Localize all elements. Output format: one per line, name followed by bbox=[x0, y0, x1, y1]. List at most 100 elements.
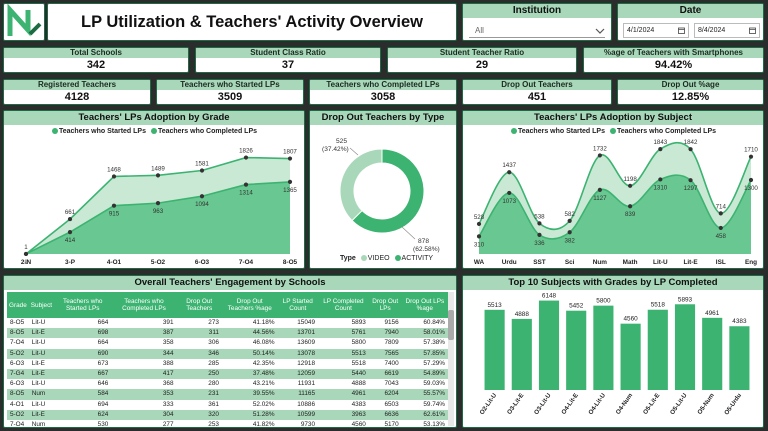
table-header-cell[interactable]: LP Completed Count bbox=[318, 292, 369, 318]
table-header-cell[interactable]: Drop Out LPs %age bbox=[401, 292, 448, 318]
data-label: 1 bbox=[24, 259, 28, 266]
date-end-input[interactable]: 8/4/2024 bbox=[694, 23, 760, 38]
data-label: 538 bbox=[534, 213, 545, 220]
data-label: 1127 bbox=[593, 195, 607, 202]
table-cell: Num bbox=[31, 420, 46, 428]
table-cell: 624 bbox=[54, 409, 112, 420]
data-label: 1094 bbox=[195, 201, 209, 208]
subject-chart-title: Teachers' LPs Adoption by Subject bbox=[463, 111, 763, 125]
x-tick-label: O4-Lit-E bbox=[560, 392, 580, 416]
data-point bbox=[507, 190, 512, 196]
engagement-table-card: Overall Teachers' Engagement by Schools … bbox=[3, 275, 457, 428]
table-cell: 55.57% bbox=[401, 389, 448, 400]
data-point bbox=[628, 204, 633, 209]
data-label: 1198 bbox=[623, 176, 637, 183]
bar-value-label: 5800 bbox=[596, 298, 611, 305]
date-start-input[interactable]: 4/1/2024 bbox=[623, 23, 689, 38]
table-header-cell[interactable]: Teachers who Completed LPs bbox=[111, 292, 177, 318]
data-point bbox=[597, 187, 602, 192]
table-row[interactable]: 7-G4 Lit-E 667 417 250 37.48% 12059 5440 6619 54.… bbox=[7, 368, 448, 380]
x-tick-label: Num bbox=[593, 259, 608, 266]
table-header-row: Grade Subject Teachers who Started LPs Teac… bbox=[7, 292, 448, 318]
chevron-down-icon bbox=[595, 28, 605, 34]
data-label: 1843 bbox=[653, 139, 667, 146]
table-cell: 5513 bbox=[318, 348, 369, 359]
x-tick-label: 2-N bbox=[21, 259, 32, 266]
table-row[interactable]: 5-O2 Lit-U 690 344 346 50.14% 13078 5513 7565 57.… bbox=[7, 348, 448, 359]
bar-value-label: 5518 bbox=[651, 302, 666, 309]
data-point bbox=[199, 168, 205, 173]
x-tick-label: O3-Lit-U bbox=[533, 392, 553, 416]
table-cell: 346 bbox=[176, 348, 222, 359]
x-tick-label: Urdu bbox=[502, 259, 517, 266]
x-tick-label: O2-Lit-U bbox=[479, 392, 499, 416]
bar bbox=[647, 309, 668, 390]
slice-label-video-value: 525 bbox=[336, 138, 347, 145]
table-cell: Lit-U bbox=[31, 319, 46, 327]
kpi-value: 4128 bbox=[64, 91, 90, 103]
data-label: 458 bbox=[716, 233, 727, 240]
table-scroll-area[interactable]: Grade Subject Teachers who Started LPs Teac… bbox=[7, 292, 448, 428]
table-row[interactable]: 4-O1 Lit-U 694 333 361 52.02% 10886 4383 6503 59.… bbox=[7, 400, 448, 410]
x-tick-label: O4-Lit-U bbox=[587, 392, 607, 416]
table-cell: 4-O1 bbox=[10, 400, 25, 408]
x-tick-label: 3-P bbox=[65, 259, 76, 266]
table-cell: 11931 bbox=[297, 380, 316, 388]
table-row[interactable]: 5-O2 Lit-E 624 304 320 51.28% 10599 3963 6636 62.… bbox=[7, 409, 448, 420]
institution-dropdown[interactable]: All bbox=[469, 24, 605, 38]
table-cell: 417 bbox=[111, 368, 177, 380]
table-row[interactable]: 8-O5 Lit-U 664 391 273 41.18% 15049 5893 9156 60.… bbox=[7, 318, 448, 328]
table-cell: 277 bbox=[162, 420, 174, 428]
x-tick-label: 8-O5 bbox=[283, 259, 298, 266]
x-tick-label: Lit-U bbox=[653, 259, 668, 266]
table-header-cell[interactable]: Drop Out Teachers bbox=[176, 292, 222, 318]
table-cell: 353 bbox=[111, 389, 177, 400]
table-header-cell[interactable]: Drop Out Teachers %age bbox=[221, 292, 278, 318]
table-cell: 5761 bbox=[318, 328, 369, 339]
table-cell: 53.13% bbox=[423, 420, 445, 428]
data-point bbox=[658, 177, 663, 182]
table-row[interactable]: 8-O5 Lit-E 698 387 311 44.56% 13701 5761 7940 58.… bbox=[7, 328, 448, 339]
x-tick-label: ISL bbox=[716, 259, 726, 266]
legend-activity: ACTIVITY bbox=[401, 255, 434, 262]
table-row[interactable]: 6-O3 Lit-U 646 368 280 43.21% 11931 4888 7043 59.… bbox=[7, 379, 448, 389]
x-tick-label: O4-Num bbox=[615, 392, 635, 416]
table-cell: 253 bbox=[208, 420, 219, 428]
scrollbar-thumb[interactable] bbox=[448, 310, 454, 340]
table-scrollbar[interactable] bbox=[448, 292, 454, 426]
kpi-label: Registered Teachers bbox=[4, 80, 150, 90]
bar bbox=[674, 304, 696, 390]
table-row[interactable]: 8-O5 Num 584 353 231 39.55% 11165 4961 6204 55.57… bbox=[7, 389, 448, 400]
kpi-value: 94.42% bbox=[654, 59, 693, 71]
table-cell: 60.84% bbox=[423, 319, 445, 327]
table-header-cell[interactable]: Subject bbox=[28, 292, 55, 318]
x-tick-label: 6-O3 bbox=[195, 259, 210, 266]
table-cell: Lit-E bbox=[28, 328, 55, 339]
legend-video: VIDEO bbox=[367, 255, 390, 262]
table-row[interactable]: 7-O4 Lit-U 664 358 306 46.08% 13609 5800 7809 57.… bbox=[7, 338, 448, 348]
institution-slicer: Institution All bbox=[462, 3, 612, 41]
table-header-cell[interactable]: LP Started Count bbox=[277, 292, 319, 318]
legend-started: Teachers who Started LPs bbox=[58, 128, 146, 135]
table-cell: 5170 bbox=[384, 420, 399, 428]
engagement-table-title: Overall Teachers' Engagement by Schools bbox=[4, 276, 456, 290]
table-row[interactable]: 6-O3 Lit-E 673 388 285 42.35% 12918 5518 7400 57.… bbox=[7, 359, 448, 369]
table-row[interactable]: 7-O4 Num 530 277 253 41.82% 9730 4560 5170 53.13% bbox=[7, 420, 448, 428]
table-header-cell[interactable]: Drop Out LPs bbox=[368, 292, 402, 318]
bar bbox=[729, 326, 750, 390]
kpi-value: 3058 bbox=[370, 91, 396, 103]
bar-value-label: 4961 bbox=[705, 310, 720, 317]
data-point bbox=[67, 216, 73, 222]
top10-bar-chart: 5513 O2-Lit-U 4888 O3-Lit-E 6148 O3-Lit-U 5452… bbox=[479, 293, 750, 416]
kpi-value: 3509 bbox=[217, 91, 243, 103]
table-cell: 344 bbox=[111, 348, 177, 359]
kpi-started-lps: Teachers who Started LPs 3509 bbox=[156, 79, 304, 105]
table-cell: 13078 bbox=[277, 348, 319, 359]
table-cell: 11165 bbox=[277, 389, 319, 400]
table-header-cell[interactable]: Grade bbox=[7, 292, 29, 318]
data-label: 414 bbox=[65, 237, 76, 244]
table-cell: 388 bbox=[162, 359, 174, 367]
table-header-cell[interactable]: Teachers who Started LPs bbox=[54, 292, 112, 318]
table-cell: 4560 bbox=[351, 420, 366, 428]
dropout-donut-chart: 525(37.42%) 878(62.58%) bbox=[322, 138, 440, 253]
